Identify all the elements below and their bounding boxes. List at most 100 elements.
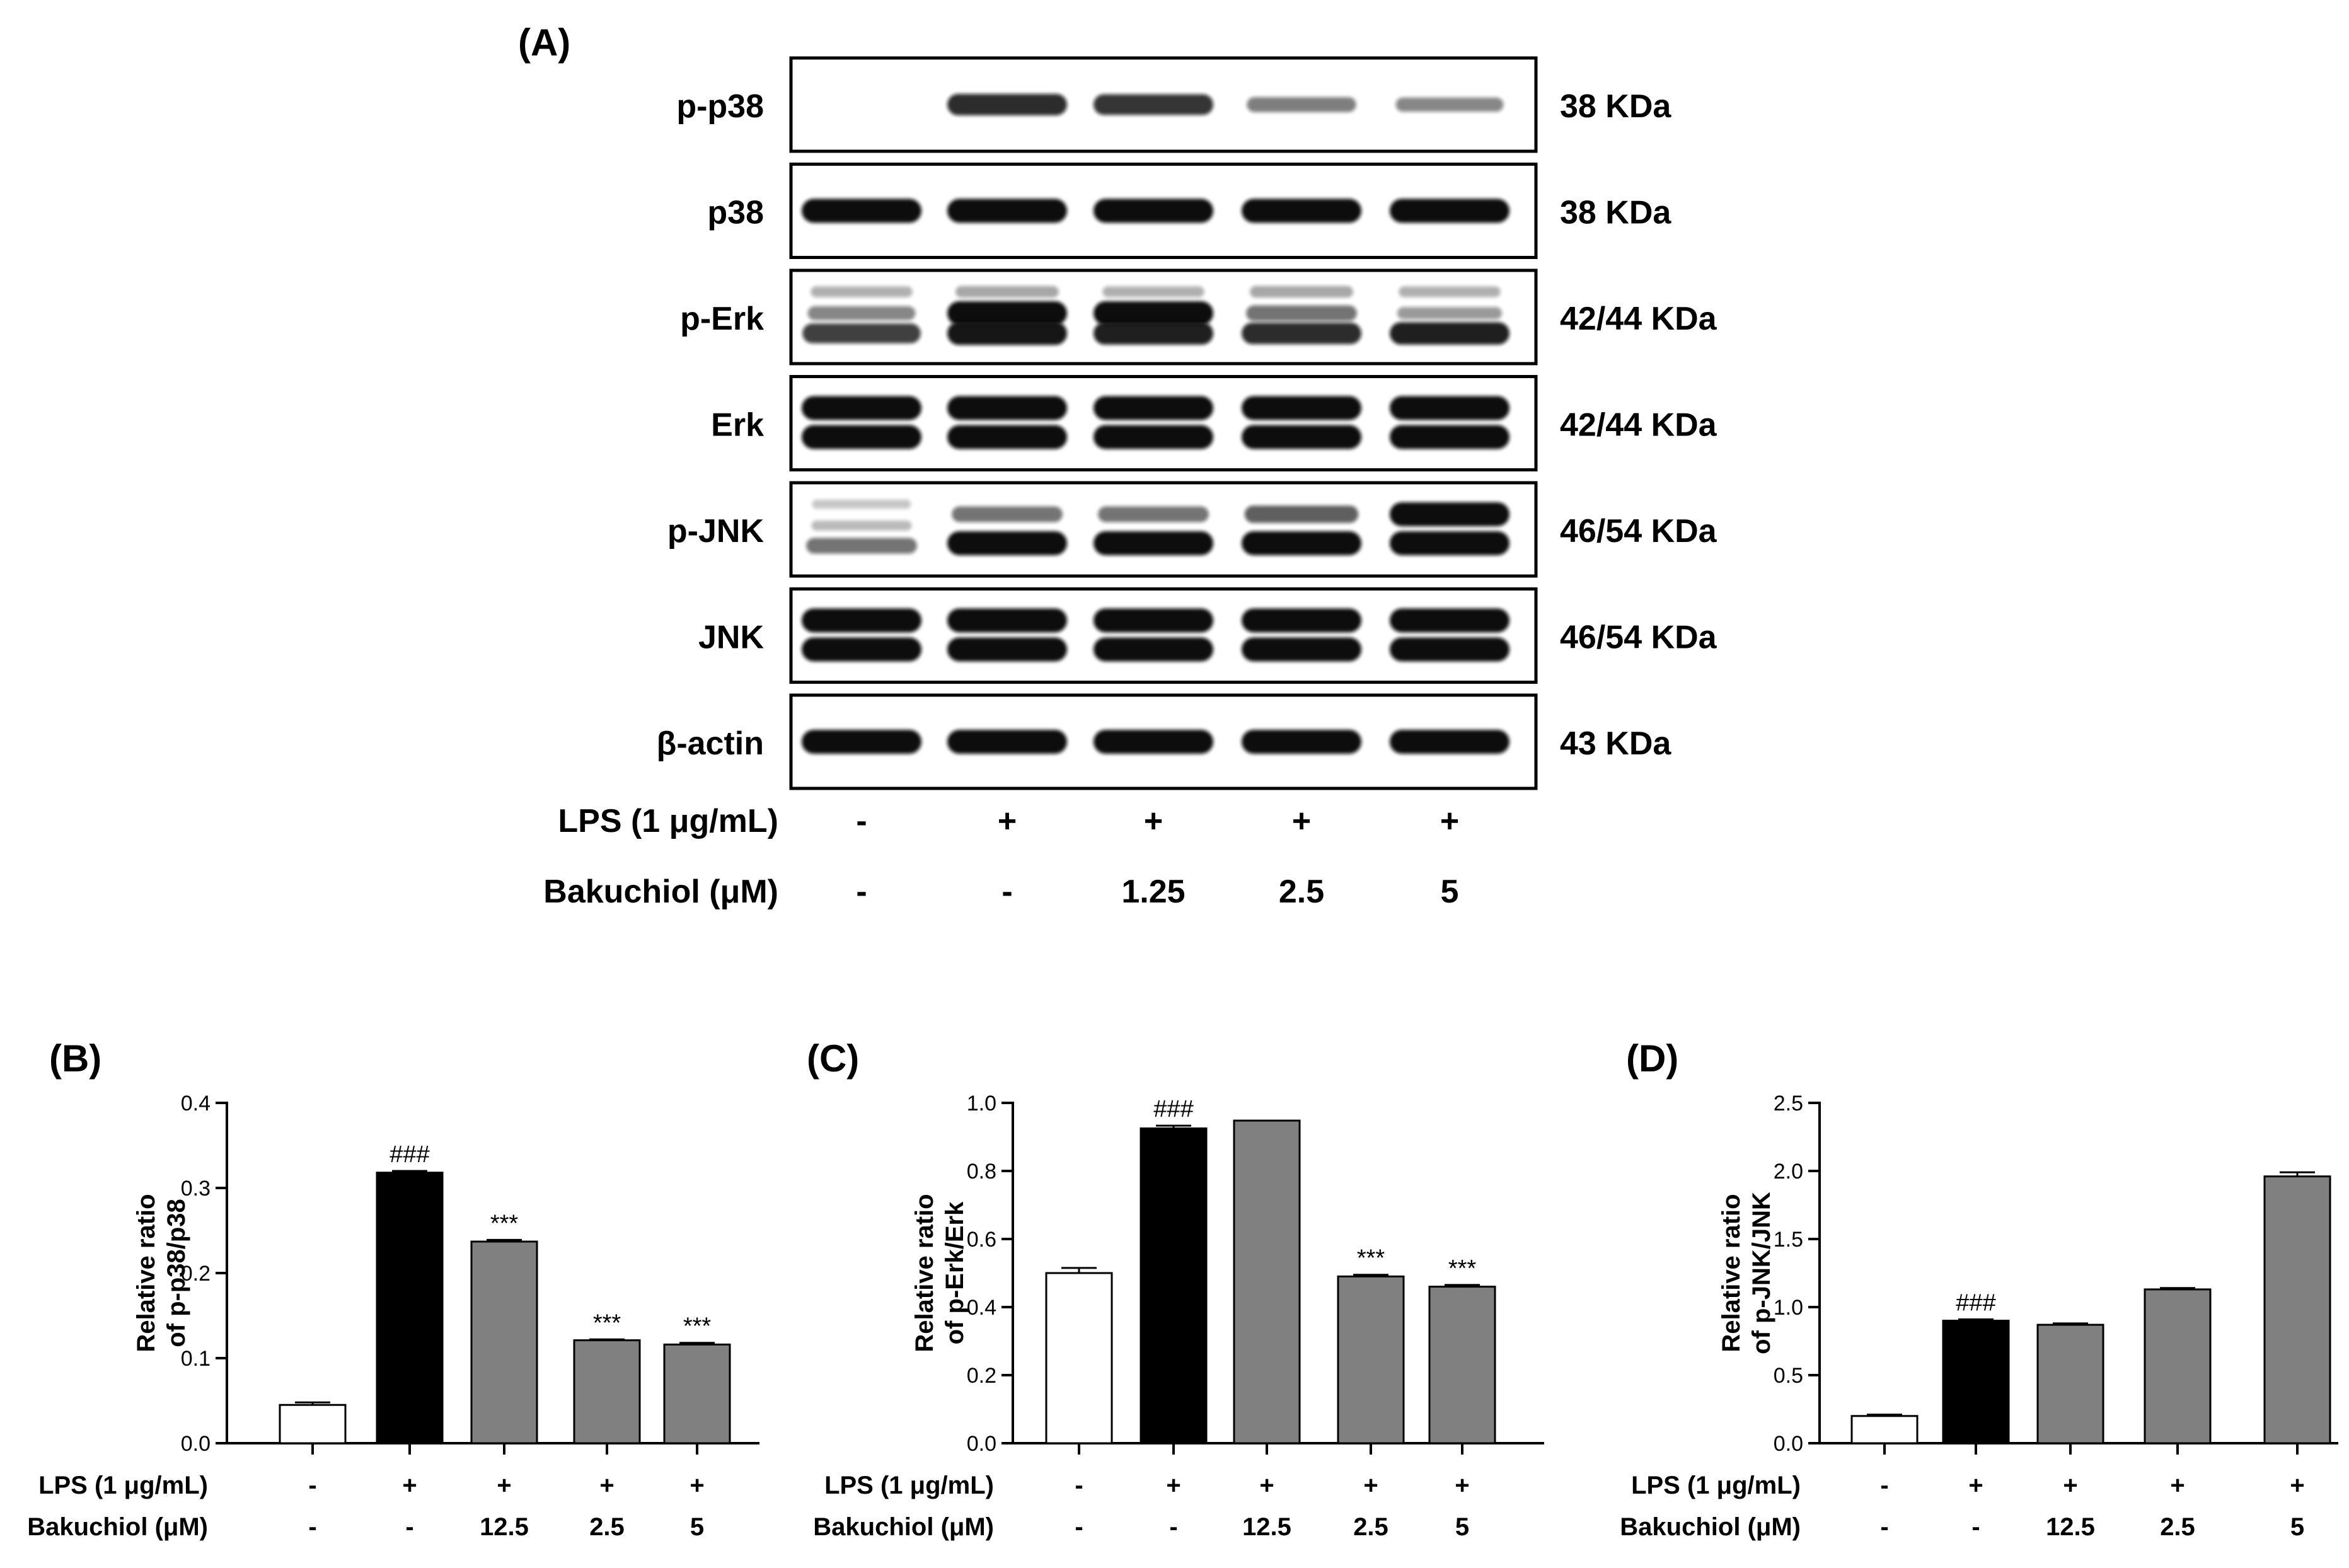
- y-tick-label: 0.4: [967, 1296, 996, 1320]
- blot-band: [1242, 730, 1361, 754]
- panel-label: (B): [49, 1037, 101, 1080]
- blot-band: [802, 199, 921, 223]
- blot-band: [1390, 425, 1509, 449]
- lps-value: -: [856, 803, 867, 839]
- blot-band: [802, 396, 921, 420]
- y-tick-label: 0.0: [181, 1432, 211, 1456]
- blot-frame: [789, 481, 1538, 578]
- blot-band: [1098, 506, 1209, 522]
- y-axis-label-line: of p-JNK/JNK: [1748, 1192, 1775, 1354]
- bakuchiol-value: 5: [1441, 873, 1459, 910]
- treatment-row-label: LPS (1 μg/mL): [558, 803, 778, 839]
- lps-value: +: [599, 1472, 614, 1499]
- y-tick-label: 0.8: [967, 1160, 996, 1184]
- lps-value: +: [998, 803, 1017, 839]
- blot-band: [1390, 730, 1509, 754]
- blot-band: [1246, 305, 1357, 321]
- blot-band: [806, 538, 917, 554]
- y-axis-label-line: of p-p38/p38: [163, 1199, 190, 1347]
- blot-band: [947, 425, 1067, 449]
- blot-size-label: 42/44 KDa: [1560, 301, 1717, 337]
- blot-band: [1094, 94, 1213, 115]
- blot-band: [947, 93, 1067, 116]
- blot-band: [1390, 531, 1509, 555]
- treatment-row-label: LPS (1 μg/mL): [1631, 1472, 1801, 1499]
- y-tick-label: 0.4: [181, 1092, 211, 1115]
- bakuchiol-value: -: [1001, 873, 1012, 910]
- bakuchiol-value: 1.25: [1121, 873, 1185, 910]
- bar: [1428, 1286, 1496, 1444]
- western-blot-panel: (A) p-p38 38 KDa p38 38 KDa p-Erk 42/44 KDa Er…: [518, 21, 1717, 910]
- blot-band: [1390, 637, 1509, 662]
- blot-size-label: 38 KDa: [1560, 88, 1671, 125]
- significance-label: ###: [1153, 1096, 1193, 1122]
- lps-value: +: [402, 1472, 417, 1499]
- bakuchiol-value: -: [1169, 1513, 1177, 1541]
- blot-band: [952, 506, 1063, 522]
- blot-band: [802, 637, 921, 662]
- blot-band: [1242, 396, 1361, 420]
- bar: [1850, 1415, 1919, 1444]
- blot-band: [1242, 425, 1361, 449]
- y-tick-label: 2.5: [1774, 1092, 1803, 1115]
- significance-label: ***: [593, 1310, 621, 1336]
- y-axis-label: Relative ratio of p-p38/p38: [132, 1194, 190, 1352]
- bar: [2144, 1288, 2212, 1444]
- bar: [376, 1172, 444, 1444]
- significance-label: ***: [1357, 1245, 1385, 1272]
- y-axis-label-line: Relative ratio: [911, 1194, 938, 1352]
- blot-band: [1242, 608, 1361, 633]
- blot-band: [802, 608, 921, 633]
- blot-band: [1094, 425, 1213, 449]
- y-axis-label-line: Relative ratio: [1717, 1194, 1745, 1352]
- lps-value: -: [308, 1472, 316, 1499]
- blot-band: [1397, 307, 1503, 320]
- bakuchiol-value: 2.5: [1353, 1513, 1388, 1541]
- blot-band: [947, 637, 1067, 662]
- blot-band: [1390, 502, 1509, 526]
- blot-band: [947, 531, 1067, 555]
- blot-band: [1242, 322, 1361, 345]
- y-tick-label: 0.5: [1774, 1364, 1803, 1388]
- blot-row-label: p-p38: [676, 88, 764, 125]
- panel-a-label: (A): [518, 21, 570, 64]
- treatment-row-label: LPS (1 μg/mL): [824, 1472, 994, 1499]
- bar: [279, 1404, 347, 1444]
- lps-value: +: [1259, 1472, 1274, 1499]
- bar: [470, 1240, 538, 1444]
- blot-frame: [789, 587, 1538, 684]
- bakuchiol-value: 5: [2290, 1513, 2304, 1541]
- blot-band: [802, 730, 921, 754]
- y-tick-label: 0.0: [967, 1432, 996, 1456]
- y-axis-label: Relative ratio of p-JNK/JNK: [1717, 1192, 1775, 1354]
- chart-p-jnk-ratio: (D) Relative ratio of p-JNK/JNK 0.0 0.5 1.0 1.…: [1620, 1037, 2338, 1541]
- significance-label: ###: [390, 1141, 429, 1168]
- y-tick-label: 0.2: [967, 1364, 996, 1388]
- blot-row-label: Erk: [711, 407, 764, 444]
- blot-band: [1102, 286, 1204, 297]
- lps-value: +: [1166, 1472, 1180, 1499]
- bakuchiol-value: -: [1075, 1513, 1083, 1541]
- blot-size-label: 42/44 KDa: [1560, 407, 1717, 444]
- blot-band: [955, 285, 1059, 298]
- treatment-row-label: Bakuchiol (μM): [813, 1513, 994, 1541]
- lps-value: -: [1075, 1472, 1083, 1499]
- y-tick-label: 1.0: [967, 1092, 996, 1115]
- blot-band: [1242, 531, 1361, 555]
- lps-value: +: [2170, 1472, 2185, 1499]
- blot-band: [947, 301, 1067, 325]
- lps-value: +: [1292, 803, 1311, 839]
- bar: [573, 1339, 641, 1444]
- treatment-row-label: Bakuchiol (μM): [543, 873, 778, 910]
- blot-band: [1242, 199, 1361, 223]
- bar: [1942, 1320, 2010, 1444]
- bar: [1140, 1127, 1208, 1444]
- treatment-row-label: LPS (1 μg/mL): [38, 1472, 208, 1499]
- lps-value: +: [1440, 803, 1459, 839]
- y-axis-label-line: of p-Erk/Erk: [941, 1201, 969, 1344]
- blot-band: [1094, 199, 1213, 223]
- y-tick-label: 0.6: [967, 1228, 996, 1252]
- panel-label: (C): [807, 1037, 859, 1080]
- blot-size-label: 46/54 KDa: [1560, 513, 1717, 550]
